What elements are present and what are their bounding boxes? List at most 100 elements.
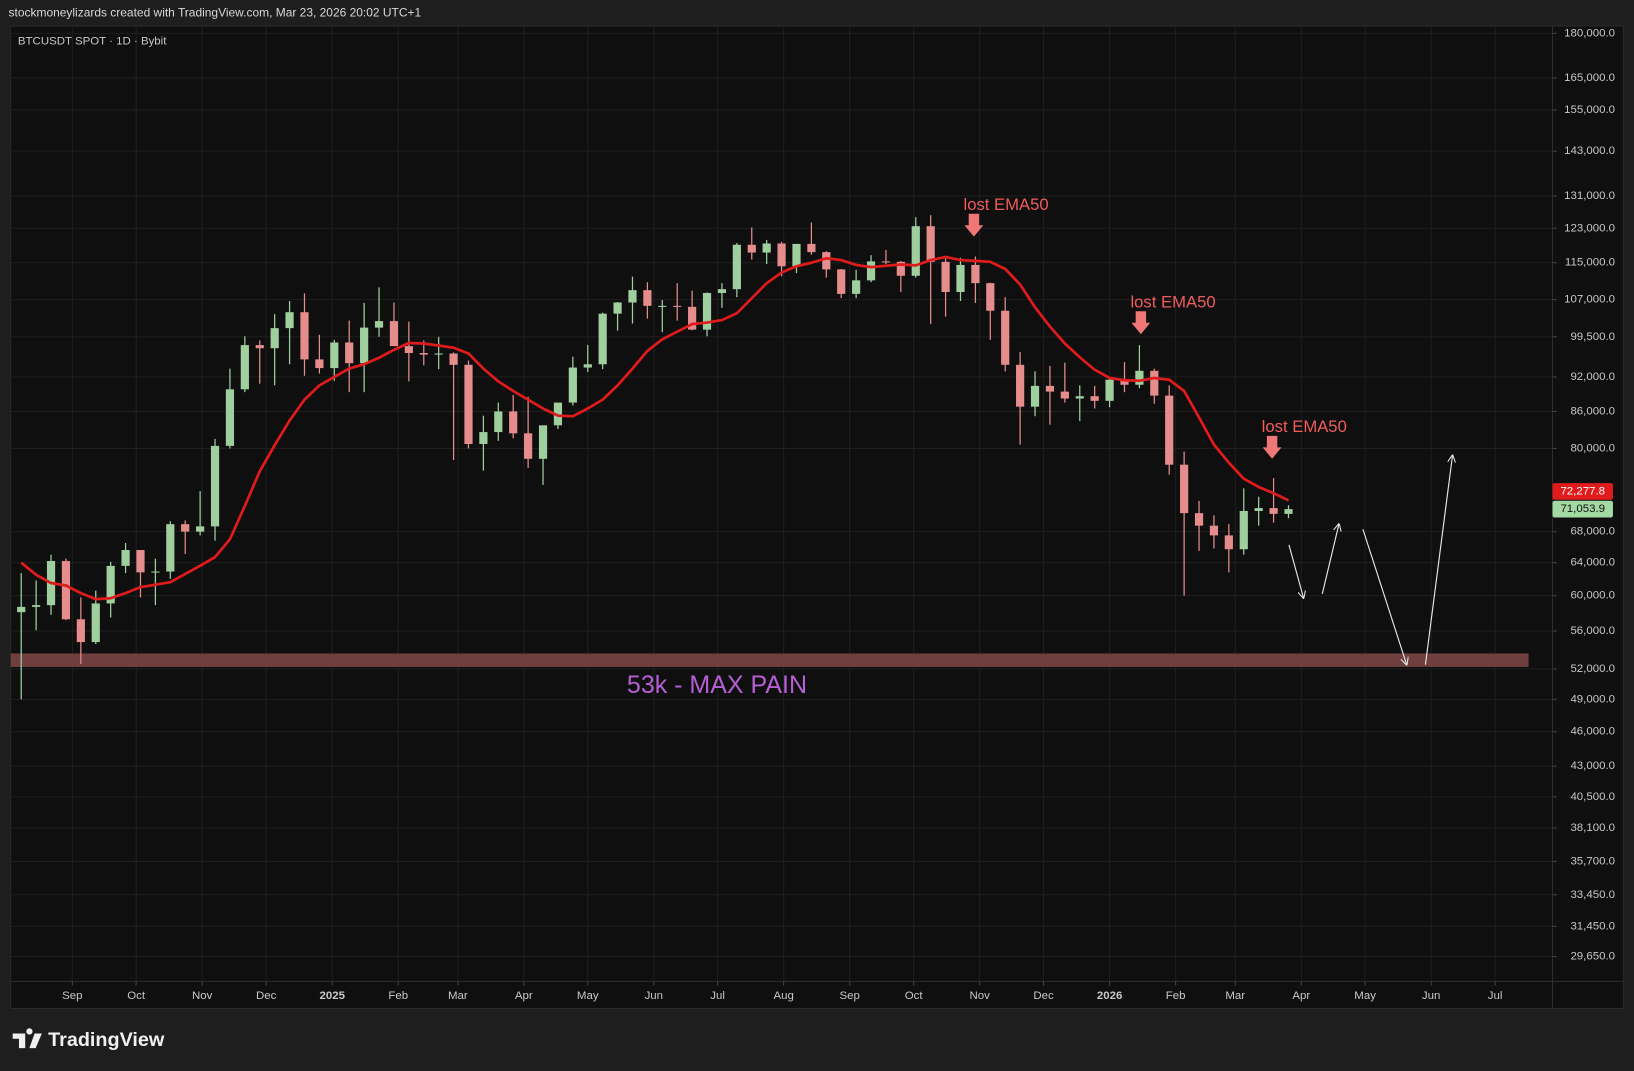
- y-tick-label: 40,500.0: [1570, 791, 1615, 803]
- candle-body: [911, 226, 920, 276]
- candle-body: [404, 346, 413, 353]
- y-tick-label: 38,100.0: [1570, 822, 1615, 834]
- candle-body: [1180, 464, 1189, 514]
- candle-body: [941, 261, 950, 293]
- y-tick-label: 49,000.0: [1570, 693, 1615, 705]
- y-tick-label: 131,000.0: [1564, 190, 1615, 202]
- candle-body: [17, 606, 26, 613]
- candle-body: [225, 389, 235, 446]
- y-tick-label: 99,500.0: [1570, 331, 1615, 343]
- candle-body: [196, 526, 205, 532]
- y-tick-label: 29,650.0: [1570, 950, 1615, 962]
- y-tick-label: 33,450.0: [1570, 889, 1615, 901]
- close-price-label: 71,053.9: [1560, 503, 1605, 515]
- candle-body: [1150, 370, 1159, 396]
- header: stockmoneylizards created with TradingVi…: [9, 6, 422, 20]
- y-tick-label: 43,000.0: [1570, 760, 1615, 772]
- x-tick-label: Sep: [840, 990, 860, 1002]
- candle-body: [136, 550, 145, 573]
- candle-body: [494, 411, 503, 433]
- candle-body: [1105, 379, 1114, 401]
- y-tick-label: 56,000.0: [1570, 625, 1615, 637]
- x-tick-label: Apr: [1292, 990, 1310, 1002]
- y-tick-label: 123,000.0: [1564, 222, 1615, 234]
- brand-name: TradingView: [48, 1029, 165, 1051]
- y-tick-label: 64,000.0: [1570, 557, 1615, 569]
- annotation-arrow: [1131, 311, 1151, 335]
- candle-body: [181, 524, 190, 532]
- candle-body: [1045, 385, 1055, 392]
- candle-body: [151, 571, 160, 573]
- candle-body: [1224, 535, 1233, 550]
- y-tick-label: 92,000.0: [1570, 371, 1615, 383]
- candle-body: [866, 261, 876, 281]
- brand-logo: TradingView: [12, 1028, 165, 1051]
- candle-body: [881, 261, 891, 263]
- candle-body: [688, 306, 697, 330]
- projection-arrow: [1321, 524, 1339, 594]
- candle-body: [807, 243, 816, 253]
- y-tick-label: 165,000.0: [1564, 72, 1615, 84]
- candle-body: [1209, 525, 1219, 536]
- max-pain-zone: [10, 653, 1529, 667]
- x-tick-label: 2026: [1097, 990, 1122, 1002]
- candle-body: [1090, 396, 1099, 401]
- chart-frame: [10, 25, 1624, 1010]
- candle-body: [300, 312, 309, 360]
- candle-body: [673, 305, 682, 307]
- candle-body: [330, 342, 339, 369]
- x-tick-label: Oct: [127, 990, 146, 1002]
- projection-arrow: [1288, 544, 1304, 598]
- candle-body: [524, 433, 533, 459]
- candle-body: [374, 321, 384, 328]
- candle-body: [643, 290, 652, 306]
- candle-body: [61, 561, 71, 620]
- brand-icon: [12, 1028, 42, 1049]
- ema-price-box: [1552, 483, 1613, 500]
- candle-body: [1269, 508, 1278, 514]
- candle-body: [613, 302, 622, 314]
- ema-price-label: 72,277.8: [1560, 485, 1605, 497]
- candle-body: [360, 327, 369, 364]
- candle-body: [76, 619, 85, 643]
- x-tick-label: Oct: [905, 990, 924, 1002]
- candle-body: [747, 244, 756, 253]
- x-tick-label: Feb: [1166, 990, 1186, 1002]
- candle-body: [1060, 391, 1069, 399]
- candle-body: [255, 345, 264, 349]
- x-tick-label: 2025: [319, 990, 345, 1002]
- x-tick-label: May: [1354, 990, 1376, 1002]
- candle-body: [1194, 513, 1204, 526]
- ema-line: [20, 255, 1290, 601]
- x-tick-label: Mar: [448, 990, 468, 1002]
- candle-body: [121, 550, 130, 566]
- candle-body: [568, 367, 577, 403]
- candle-body: [658, 305, 667, 307]
- candle-body: [553, 402, 563, 426]
- y-tick-label: 143,000.0: [1564, 145, 1615, 157]
- candle-body: [32, 605, 41, 607]
- candle-body: [1135, 370, 1144, 385]
- candle-body: [1254, 508, 1263, 511]
- candle-body: [1016, 364, 1025, 407]
- candle-body: [583, 364, 592, 368]
- y-tick-label: 86,000.0: [1570, 405, 1615, 417]
- candle-body: [464, 364, 473, 444]
- x-tick-label: Nov: [970, 990, 991, 1002]
- y-tick-label: 60,000.0: [1570, 590, 1615, 602]
- candle-body: [285, 312, 294, 329]
- y-tick-label: 180,000.0: [1564, 27, 1615, 39]
- candle-body: [166, 524, 175, 572]
- x-tick-label: Jun: [645, 990, 663, 1002]
- x-tick-label: Mar: [1225, 990, 1245, 1002]
- y-tick-label: 31,450.0: [1570, 920, 1615, 932]
- candle-body: [1284, 509, 1293, 514]
- x-tick-label: Apr: [515, 990, 533, 1002]
- annotation-arrow: [964, 213, 984, 237]
- candle-body: [702, 292, 712, 330]
- y-tick-label: 35,700.0: [1570, 855, 1615, 867]
- candle-body: [1075, 396, 1084, 399]
- candle-body: [345, 342, 354, 364]
